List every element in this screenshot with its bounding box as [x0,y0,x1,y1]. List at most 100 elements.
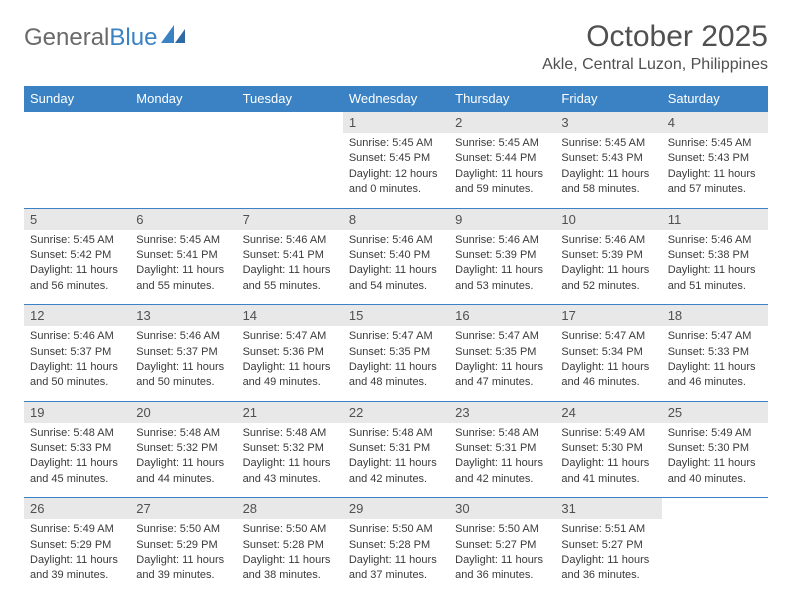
day-content: Sunrise: 5:45 AMSunset: 5:43 PMDaylight:… [662,133,768,208]
sunrise-text: Sunrise: 5:50 AM [349,522,443,537]
sunrise-text: Sunrise: 5:47 AM [561,329,655,344]
sunset-text: Sunset: 5:27 PM [561,538,655,553]
day-cell: 8Sunrise: 5:46 AMSunset: 5:40 PMDaylight… [343,208,449,305]
daylight-text: Daylight: 11 hours and 51 minutes. [668,263,762,294]
day-number: 3 [555,112,661,133]
daylight-text: Daylight: 11 hours and 44 minutes. [136,456,230,487]
daylight-text: Daylight: 11 hours and 50 minutes. [136,360,230,391]
day-number: 30 [449,498,555,519]
day-cell: 6Sunrise: 5:45 AMSunset: 5:41 PMDaylight… [130,208,236,305]
day-cell: 20Sunrise: 5:48 AMSunset: 5:32 PMDayligh… [130,401,236,498]
day-number: 28 [237,498,343,519]
day-number: 11 [662,209,768,230]
day-number: 16 [449,305,555,326]
daylight-text: Daylight: 11 hours and 42 minutes. [455,456,549,487]
day-cell: 12Sunrise: 5:46 AMSunset: 5:37 PMDayligh… [24,305,130,402]
day-cell: 22Sunrise: 5:48 AMSunset: 5:31 PMDayligh… [343,401,449,498]
day-content: Sunrise: 5:46 AMSunset: 5:39 PMDaylight:… [555,230,661,305]
day-cell: 4Sunrise: 5:45 AMSunset: 5:43 PMDaylight… [662,112,768,209]
day-number: 2 [449,112,555,133]
sunrise-text: Sunrise: 5:47 AM [349,329,443,344]
sunrise-text: Sunrise: 5:46 AM [668,233,762,248]
day-content: Sunrise: 5:49 AMSunset: 5:30 PMDaylight:… [662,423,768,498]
day-cell: 5Sunrise: 5:45 AMSunset: 5:42 PMDaylight… [24,208,130,305]
sunrise-text: Sunrise: 5:46 AM [455,233,549,248]
day-cell: 3 Sunrise: 5:45 AMSunset: 5:43 PMDaylight… [555,112,661,209]
brand-logo: GeneralBlue [24,24,187,52]
daylight-text: Daylight: 11 hours and 36 minutes. [561,553,655,584]
daylight-text: Daylight: 11 hours and 53 minutes. [455,263,549,294]
day-number: 1 [343,112,449,133]
sunrise-text: Sunrise: 5:49 AM [561,426,655,441]
day-content: Sunrise: 5:48 AMSunset: 5:33 PMDaylight:… [24,423,130,498]
daylight-text: Daylight: 11 hours and 43 minutes. [243,456,337,487]
sunset-text: Sunset: 5:37 PM [136,345,230,360]
day-content: Sunrise: 5:50 AMSunset: 5:27 PMDaylight:… [449,519,555,594]
daylight-text: Daylight: 11 hours and 58 minutes. [561,167,655,198]
day-number: 9 [449,209,555,230]
sunset-text: Sunset: 5:29 PM [136,538,230,553]
day-number: 13 [130,305,236,326]
day-number: 24 [555,402,661,423]
day-cell: 1Sunrise: 5:45 AMSunset: 5:45 PMDaylight… [343,112,449,209]
day-content: Sunrise: 5:51 AMSunset: 5:27 PMDaylight:… [555,519,661,594]
sunset-text: Sunset: 5:30 PM [668,441,762,456]
sunset-text: Sunset: 5:43 PM [561,151,655,166]
sunrise-text: Sunrise: 5:50 AM [136,522,230,537]
day-cell [662,498,768,594]
daylight-text: Daylight: 11 hours and 39 minutes. [136,553,230,584]
sunset-text: Sunset: 5:35 PM [455,345,549,360]
day-content: Sunrise: 5:48 AMSunset: 5:31 PMDaylight:… [343,423,449,498]
day-cell: 16 Sunrise: 5:47 AMSunset: 5:35 PMDayligh… [449,305,555,402]
weekday-header: Thursday [449,86,555,112]
sunset-text: Sunset: 5:40 PM [349,248,443,263]
day-cell: 24Sunrise: 5:49 AMSunset: 5:30 PMDayligh… [555,401,661,498]
day-cell: 9 Sunrise: 5:46 AMSunset: 5:39 PMDaylight… [449,208,555,305]
daylight-text: Daylight: 11 hours and 36 minutes. [455,553,549,584]
daylight-text: Daylight: 12 hours and 0 minutes. [349,167,443,198]
day-content: Sunrise: 5:50 AMSunset: 5:29 PMDaylight:… [130,519,236,594]
day-cell: 26Sunrise: 5:49 AMSunset: 5:29 PMDayligh… [24,498,130,594]
day-cell: 31Sunrise: 5:51 AMSunset: 5:27 PMDayligh… [555,498,661,594]
sunset-text: Sunset: 5:43 PM [668,151,762,166]
day-number: 7 [237,209,343,230]
day-cell: 30Sunrise: 5:50 AMSunset: 5:27 PMDayligh… [449,498,555,594]
sunset-text: Sunset: 5:41 PM [243,248,337,263]
daylight-text: Daylight: 11 hours and 49 minutes. [243,360,337,391]
daylight-text: Daylight: 11 hours and 47 minutes. [455,360,549,391]
day-cell: 2Sunrise: 5:45 AMSunset: 5:44 PMDaylight… [449,112,555,209]
day-number: 8 [343,209,449,230]
sunrise-text: Sunrise: 5:46 AM [30,329,124,344]
sunset-text: Sunset: 5:44 PM [455,151,549,166]
sunrise-text: Sunrise: 5:47 AM [455,329,549,344]
day-content: Sunrise: 5:46 AMSunset: 5:37 PMDaylight:… [130,326,236,401]
month-title: October 2025 [542,20,768,54]
day-cell [130,112,236,209]
sunset-text: Sunset: 5:32 PM [136,441,230,456]
calendar-table: Sunday Monday Tuesday Wednesday Thursday… [24,86,768,594]
day-content: Sunrise: 5:49 AMSunset: 5:29 PMDaylight:… [24,519,130,594]
day-content: Sunrise: 5:46 AMSunset: 5:38 PMDaylight:… [662,230,768,305]
day-number: 12 [24,305,130,326]
sunset-text: Sunset: 5:39 PM [455,248,549,263]
sunrise-text: Sunrise: 5:48 AM [349,426,443,441]
day-content: Sunrise: 5:47 AMSunset: 5:35 PMDaylight:… [343,326,449,401]
sunrise-text: Sunrise: 5:47 AM [668,329,762,344]
day-content: Sunrise: 5:48 AMSunset: 5:31 PMDaylight:… [449,423,555,498]
week-row: 12Sunrise: 5:46 AMSunset: 5:37 PMDayligh… [24,305,768,402]
weekday-header: Friday [555,86,661,112]
daylight-text: Daylight: 11 hours and 46 minutes. [668,360,762,391]
sunrise-text: Sunrise: 5:48 AM [243,426,337,441]
day-content: Sunrise: 5:48 AMSunset: 5:32 PMDaylight:… [237,423,343,498]
weekday-header: Tuesday [237,86,343,112]
sunrise-text: Sunrise: 5:50 AM [243,522,337,537]
sunset-text: Sunset: 5:36 PM [243,345,337,360]
sunrise-text: Sunrise: 5:48 AM [136,426,230,441]
sunset-text: Sunset: 5:38 PM [668,248,762,263]
sunrise-text: Sunrise: 5:45 AM [561,136,655,151]
title-block: October 2025 Akle, Central Luzon, Philip… [542,20,768,74]
day-number: 17 [555,305,661,326]
header: GeneralBlue October 2025 Akle, Central L… [24,20,768,74]
daylight-text: Daylight: 11 hours and 52 minutes. [561,263,655,294]
day-content: Sunrise: 5:50 AMSunset: 5:28 PMDaylight:… [237,519,343,594]
